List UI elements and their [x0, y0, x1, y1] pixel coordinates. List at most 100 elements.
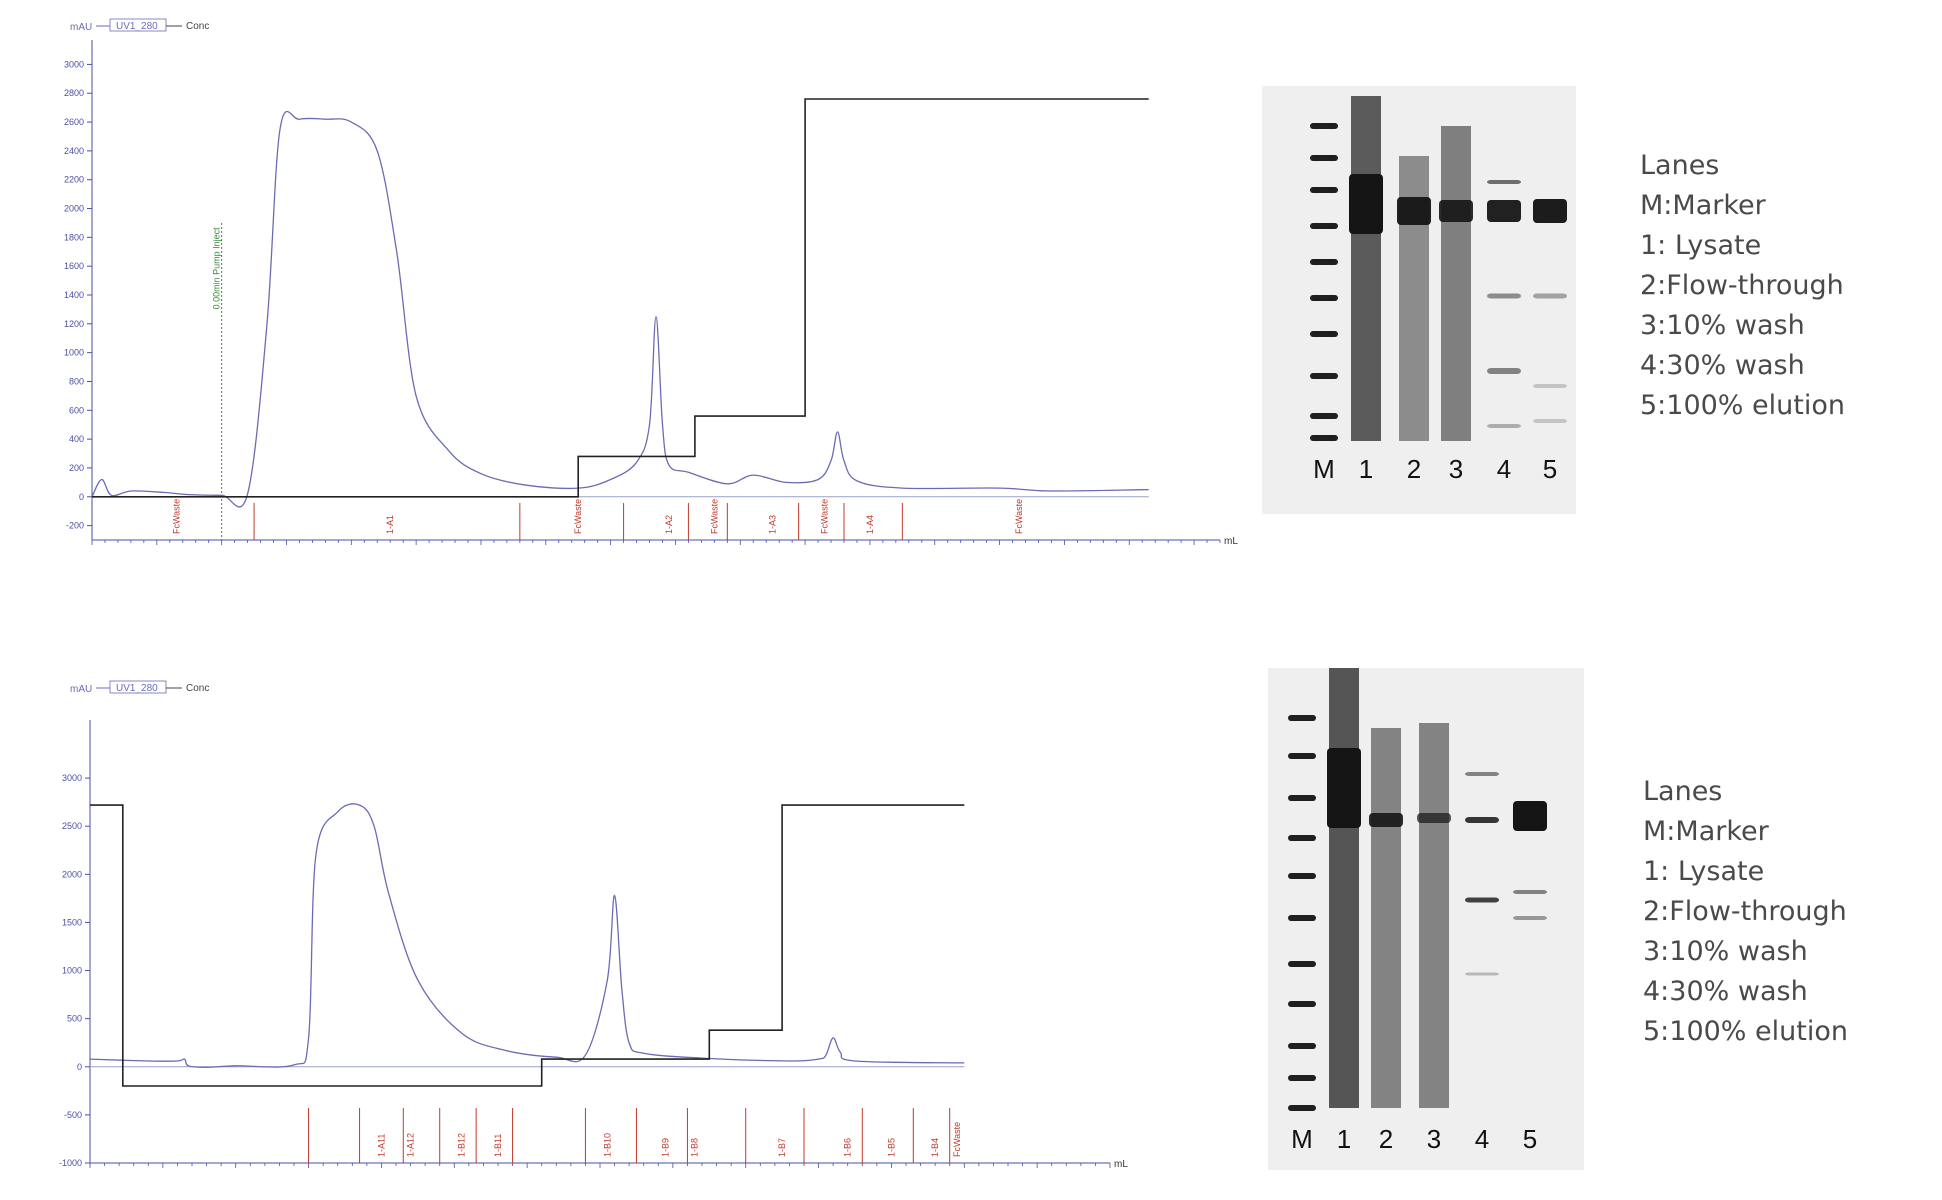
lane-label: 5 — [1543, 454, 1557, 484]
fraction-label: 1-A2 — [664, 515, 674, 534]
legend-line: Lanes — [1640, 150, 1720, 181]
y-tick-label: 1600 — [64, 261, 84, 271]
y-tick-label: 400 — [69, 434, 84, 444]
y-tick-label: 600 — [69, 405, 84, 415]
lane-band — [1465, 772, 1499, 776]
y-tick-label: 1400 — [64, 290, 84, 300]
x-unit-label: mL — [1114, 1159, 1128, 1170]
legend-line: 5:100% elution — [1640, 390, 1845, 421]
marker-band — [1310, 331, 1338, 337]
y-tick-label: 1000 — [64, 348, 84, 358]
fraction-label: 1-A3 — [768, 515, 778, 534]
fraction-label: 1-A4 — [865, 515, 875, 534]
fraction-label: 1-B11 — [493, 1134, 503, 1157]
legend-line: 1: Lysate — [1643, 856, 1765, 887]
y-tick-label: 0 — [77, 1062, 82, 1072]
fraction-label: 1-B12 — [457, 1133, 467, 1157]
lane-band — [1487, 368, 1521, 374]
legend-unit: mAU — [70, 22, 92, 33]
series-line-uv1-280 — [91, 110, 1149, 508]
lane-label: 3 — [1427, 1124, 1441, 1154]
y-tick-label: 200 — [69, 463, 84, 473]
lane-legend-2: Lanes M:Marker 1: Lysate 2:Flow-through … — [1643, 772, 1848, 1052]
lane-legend-1: Lanes M:Marker 1: Lysate 2:Flow-through … — [1640, 146, 1845, 426]
legend-line: 2:Flow-through — [1643, 896, 1847, 927]
y-tick-label: -500 — [64, 1110, 82, 1120]
lane-label: 3 — [1449, 454, 1463, 484]
y-tick-label: 0 — [79, 492, 84, 502]
lane-label: M — [1291, 1124, 1313, 1154]
lane-label: 4 — [1475, 1124, 1489, 1154]
legend-line: M:Marker — [1640, 190, 1766, 221]
fraction-label: FcWaste — [952, 1122, 962, 1157]
marker-band — [1310, 259, 1338, 265]
fraction-label: 1-A12 — [406, 1133, 416, 1157]
lane-label: 1 — [1337, 1124, 1351, 1154]
lane-band — [1465, 972, 1499, 976]
lane-band — [1533, 199, 1567, 223]
marker-band — [1310, 155, 1338, 161]
y-tick-label: 2200 — [64, 175, 84, 185]
y-tick-label: -1000 — [59, 1158, 82, 1168]
y-tick-label: 2500 — [62, 821, 82, 831]
y-tick-label: 500 — [67, 1014, 82, 1024]
lane-label: 4 — [1497, 454, 1511, 484]
legend-series-conc: Conc — [186, 21, 209, 32]
lane-band — [1487, 424, 1521, 428]
fraction-label: 1-B4 — [930, 1138, 940, 1157]
fraction-label: 1-B5 — [886, 1138, 896, 1157]
marker-band — [1288, 835, 1316, 841]
legend-line: M:Marker — [1643, 816, 1769, 847]
lane-smear — [1371, 728, 1401, 1108]
fraction-label: FcWaste — [820, 499, 830, 534]
series-line-conc — [90, 804, 965, 1087]
lane-label: 2 — [1379, 1124, 1393, 1154]
fraction-label: FcWaste — [171, 499, 181, 534]
y-tick-label: 1000 — [62, 966, 82, 976]
lane-smear — [1441, 126, 1471, 441]
legend-line: 4:30% wash — [1643, 976, 1808, 1007]
fraction-label: 1-B8 — [690, 1138, 700, 1157]
marker-band — [1310, 295, 1338, 301]
lane-band — [1465, 897, 1499, 903]
marker-band — [1288, 795, 1316, 801]
y-tick-label: 2000 — [64, 204, 84, 214]
fraction-label: FcWaste — [709, 499, 719, 534]
fraction-label: 1-B6 — [843, 1138, 853, 1157]
lane-band — [1487, 200, 1521, 222]
marker-band — [1288, 961, 1316, 967]
legend-line: Lanes — [1643, 776, 1723, 807]
legend-line: 4:30% wash — [1640, 350, 1805, 381]
fraction-label: 1-A1 — [385, 515, 395, 534]
marker-band — [1310, 413, 1338, 419]
lane-band — [1513, 890, 1547, 894]
lane-smear — [1419, 723, 1449, 1108]
lane-band — [1533, 419, 1567, 423]
marker-band — [1310, 123, 1338, 129]
chromatogram-1: mAU UV1_280 Conc -200 0 200 400 600 800 1000 1200 1… — [64, 18, 1238, 547]
marker-band — [1310, 187, 1338, 193]
lane-band — [1513, 916, 1547, 920]
lane-band — [1513, 801, 1547, 831]
lane-band — [1327, 748, 1361, 828]
legend-series-uv: UV1_280 — [116, 21, 158, 32]
legend-line: 1: Lysate — [1640, 230, 1762, 261]
marker-band — [1310, 435, 1338, 441]
y-tick-label: 3000 — [64, 59, 84, 69]
lane-band — [1439, 200, 1473, 222]
lane-band — [1397, 197, 1431, 225]
lane-band — [1349, 174, 1383, 234]
x-unit-label: mL — [1224, 536, 1238, 547]
legend-line: 5:100% elution — [1643, 1016, 1848, 1047]
legend-line: 3:10% wash — [1643, 936, 1808, 967]
fraction-label: 1-B10 — [602, 1133, 612, 1157]
marker-band — [1288, 1105, 1316, 1111]
y-tick-label: 1800 — [64, 232, 84, 242]
y-tick-label: 3000 — [62, 773, 82, 783]
y-tick-label: 2600 — [64, 117, 84, 127]
lane-band — [1465, 817, 1499, 823]
y-tick-label: 2800 — [64, 88, 84, 98]
fraction-label: 1-B9 — [661, 1138, 671, 1157]
